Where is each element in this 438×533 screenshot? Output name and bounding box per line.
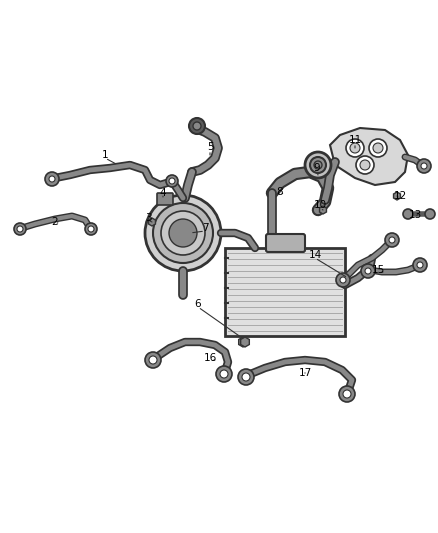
Circle shape: [169, 178, 175, 184]
Circle shape: [169, 219, 197, 247]
Text: 15: 15: [371, 265, 385, 275]
Circle shape: [361, 264, 375, 278]
Circle shape: [365, 268, 371, 274]
Circle shape: [153, 203, 213, 263]
Text: 16: 16: [203, 353, 217, 363]
Circle shape: [385, 233, 399, 247]
Polygon shape: [148, 218, 155, 226]
Text: 7: 7: [201, 223, 208, 233]
Polygon shape: [330, 128, 408, 185]
Circle shape: [339, 386, 355, 402]
Circle shape: [369, 139, 387, 157]
Circle shape: [314, 161, 322, 169]
Circle shape: [149, 356, 157, 364]
Polygon shape: [240, 337, 249, 347]
Text: 12: 12: [393, 191, 406, 201]
Text: 8: 8: [277, 187, 283, 197]
Circle shape: [85, 223, 97, 235]
Circle shape: [343, 390, 351, 398]
Circle shape: [220, 370, 228, 378]
FancyBboxPatch shape: [266, 234, 305, 252]
Circle shape: [336, 273, 350, 287]
Circle shape: [389, 237, 395, 243]
Text: 13: 13: [408, 210, 422, 220]
Polygon shape: [320, 206, 326, 214]
Circle shape: [417, 159, 431, 173]
Circle shape: [238, 369, 254, 385]
Circle shape: [14, 223, 26, 235]
Text: 1: 1: [102, 150, 108, 160]
Circle shape: [216, 366, 232, 382]
Circle shape: [145, 352, 161, 368]
Circle shape: [49, 176, 55, 182]
Text: 14: 14: [308, 250, 321, 260]
Circle shape: [356, 156, 374, 174]
Text: 5: 5: [207, 142, 213, 152]
Text: 17: 17: [298, 368, 311, 378]
Circle shape: [88, 226, 94, 232]
FancyBboxPatch shape: [157, 193, 173, 205]
Circle shape: [145, 195, 221, 271]
Text: 3: 3: [145, 213, 151, 223]
Text: 9: 9: [314, 163, 320, 173]
Circle shape: [417, 262, 423, 268]
Circle shape: [193, 122, 201, 130]
Circle shape: [17, 226, 23, 232]
Circle shape: [310, 157, 326, 173]
Circle shape: [189, 118, 205, 134]
Circle shape: [403, 209, 413, 219]
Circle shape: [421, 163, 427, 169]
Text: 10: 10: [314, 200, 327, 210]
Circle shape: [161, 211, 205, 255]
Text: 6: 6: [194, 299, 201, 309]
Text: 2: 2: [52, 217, 58, 227]
FancyBboxPatch shape: [225, 248, 345, 336]
Circle shape: [346, 139, 364, 157]
Circle shape: [425, 209, 435, 219]
Circle shape: [413, 258, 427, 272]
Polygon shape: [393, 192, 400, 200]
Circle shape: [373, 143, 383, 153]
Circle shape: [166, 175, 178, 187]
Text: 4: 4: [160, 188, 166, 198]
Circle shape: [350, 143, 360, 153]
Text: 11: 11: [348, 135, 362, 145]
Circle shape: [340, 277, 346, 283]
Circle shape: [305, 152, 331, 178]
Circle shape: [360, 160, 370, 170]
Circle shape: [242, 373, 250, 381]
Polygon shape: [239, 337, 247, 347]
Circle shape: [45, 172, 59, 186]
